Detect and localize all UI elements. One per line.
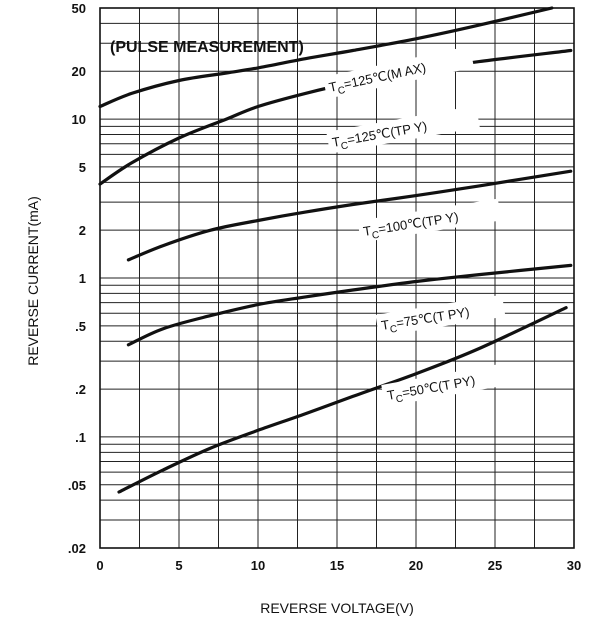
grid	[100, 8, 574, 548]
curve-label-subscript: C	[340, 140, 349, 152]
curves	[98, 6, 573, 494]
curve-label-main: T	[380, 317, 390, 333]
curve-label: TC=100℃(TP Y)	[357, 198, 502, 243]
x-tick-label: 0	[96, 558, 103, 573]
y-tick-label: 20	[72, 64, 86, 79]
chart-title: (PULSE MEASUREMENT)	[110, 39, 304, 56]
x-tick-label: 10	[251, 558, 265, 573]
curve-label-subscript: C	[337, 85, 346, 97]
curve-label: TC=75℃(T PY)	[375, 294, 506, 337]
curve-label-bg	[322, 45, 475, 99]
curve-label-bg	[357, 198, 502, 243]
y-tick-label: .5	[75, 319, 86, 334]
curve-label-subscript: C	[389, 324, 398, 336]
x-tick-labels: 0 5 10 15 20 25 30	[96, 558, 581, 573]
y-axis-label: REVERSE CURRENT(mA)	[25, 196, 41, 366]
curve-label-bg	[326, 105, 480, 154]
y-tick-label: .02	[68, 541, 86, 556]
y-tick-label: .1	[75, 430, 86, 445]
curve-label-main: T	[328, 79, 339, 95]
y-tick-label: 2	[79, 223, 86, 238]
x-axis-label: REVERSE VOLTAGE(V)	[260, 600, 414, 616]
y-tick-label: 50	[72, 1, 86, 16]
x-tick-label: 15	[330, 558, 344, 573]
y-tick-label: 1	[79, 271, 86, 286]
series-line	[98, 6, 554, 109]
curve-label-subscript: C	[395, 393, 404, 405]
x-tick-label: 30	[567, 558, 581, 573]
y-tick-label: .05	[68, 478, 86, 493]
curve-label-main: T	[331, 134, 341, 150]
y-tick-label: 5	[79, 160, 86, 175]
y-tick-label: .2	[75, 382, 86, 397]
series-line	[126, 263, 573, 347]
curve-label-bg	[375, 294, 506, 337]
x-tick-label: 25	[488, 558, 502, 573]
y-tick-label: 10	[72, 112, 86, 127]
y-tick-labels: .02 .05 .1 .2 .5 1 2 5 10 20 50	[68, 1, 86, 556]
x-tick-label: 5	[175, 558, 182, 573]
series-line	[117, 306, 568, 494]
curve-label-subscript: C	[371, 230, 380, 242]
curve-label: TC=125℃(TP Y)	[326, 105, 480, 154]
series-line	[126, 169, 573, 262]
curve-labels: TC=125℃(M AX)TC=125℃(TP Y)TC=100℃(TP Y)T…	[322, 45, 514, 407]
curve-label: TC=125℃(M AX)	[322, 45, 475, 99]
curve-label: TC=50℃(T PY)	[381, 362, 514, 407]
curve-label-bg	[381, 362, 514, 407]
series-line	[98, 48, 573, 186]
x-tick-label: 20	[409, 558, 423, 573]
curve-label-main: T	[386, 387, 396, 403]
plot-frame	[99, 7, 575, 549]
curve-label-main: T	[362, 223, 372, 239]
